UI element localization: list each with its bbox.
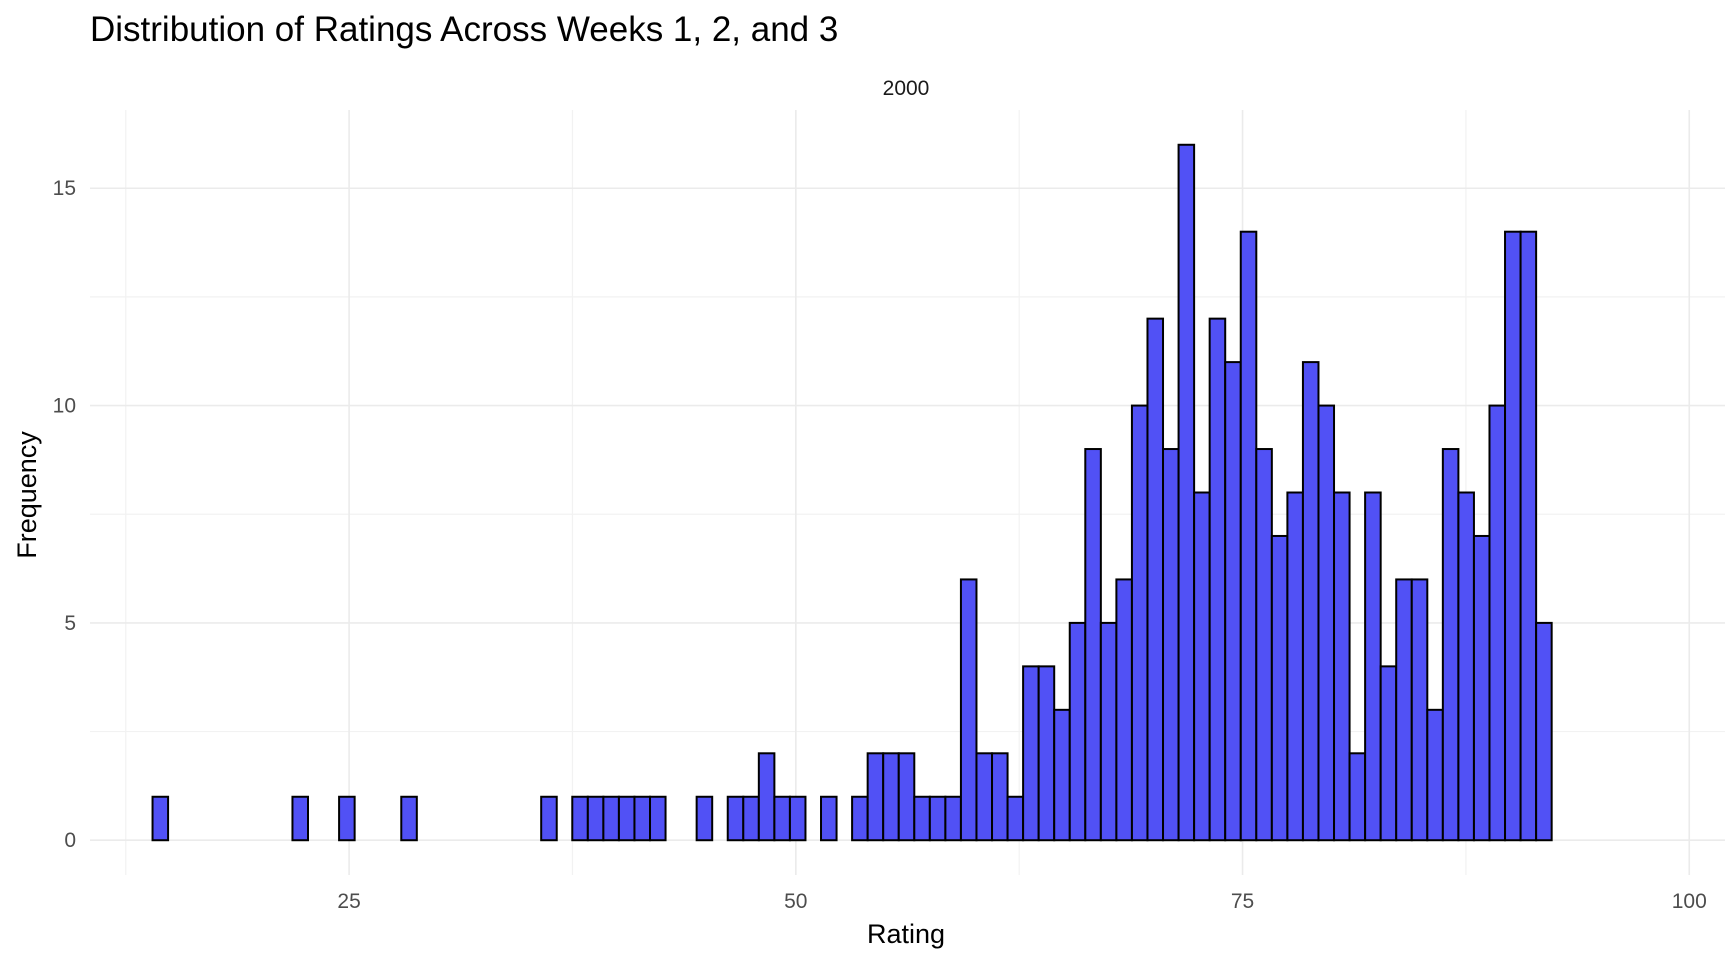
histogram-bar <box>1130 404 1149 842</box>
histogram-bar <box>788 795 807 842</box>
histogram-bar <box>897 752 916 842</box>
histogram-bar <box>1270 534 1289 842</box>
histogram-bar <box>1146 317 1165 842</box>
histogram-bar <box>1177 143 1196 842</box>
facet-strip-label: 2000 <box>883 77 930 100</box>
y-axis-label: Frequency <box>12 431 42 559</box>
histogram-bar <box>540 795 558 842</box>
histogram-bar <box>400 795 418 842</box>
histogram-bar <box>571 795 589 842</box>
histogram-bar <box>1333 491 1351 842</box>
y-tick-label: 5 <box>64 612 76 635</box>
histogram-bar <box>1348 752 1367 842</box>
x-tick-label: 100 <box>1672 890 1707 913</box>
histogram-bar <box>1255 448 1273 842</box>
histogram-bar <box>1379 665 1398 842</box>
histogram-bar <box>1115 578 1133 842</box>
histogram-bar <box>1068 621 1087 842</box>
histogram-bar <box>1224 361 1242 842</box>
histogram-bar <box>944 795 962 842</box>
histogram-bar <box>1410 578 1429 842</box>
y-axis-ticks: 0 5 10 15 <box>53 177 76 852</box>
histogram-bar <box>1301 361 1320 842</box>
histogram-bar <box>1426 708 1444 842</box>
histogram-bar <box>742 795 760 842</box>
histogram-bar <box>1084 448 1102 842</box>
y-tick-label: 10 <box>53 395 76 418</box>
histogram-bar <box>1488 404 1507 842</box>
histogram-bar <box>1364 491 1382 842</box>
histogram-bar <box>866 752 885 842</box>
histogram-bar <box>1519 230 1538 842</box>
histogram-bar <box>1504 230 1522 842</box>
histogram-bar <box>757 752 776 842</box>
bars <box>151 143 1553 842</box>
histogram-bar <box>1317 404 1336 842</box>
histogram-bar <box>1535 621 1553 842</box>
histogram-bar <box>773 795 791 842</box>
histogram-bar <box>1053 708 1071 842</box>
histogram-bar <box>633 795 652 842</box>
y-tick-label: 15 <box>53 177 76 200</box>
histogram-bar <box>928 795 947 842</box>
x-axis-ticks: 25 50 75 100 <box>337 890 1706 913</box>
histogram-bar <box>1286 491 1304 842</box>
histogram-bar <box>851 795 869 842</box>
histogram-bar <box>1037 665 1056 842</box>
histogram-bar <box>1193 491 1211 842</box>
histogram-bar <box>1441 448 1460 842</box>
x-axis-label: Rating <box>867 919 945 949</box>
x-tick-label: 75 <box>1231 890 1254 913</box>
histogram-bar <box>991 752 1009 842</box>
histogram-bar <box>602 795 620 842</box>
histogram-bar <box>1395 578 1413 842</box>
x-tick-label: 25 <box>337 890 360 913</box>
histogram-bar <box>1208 317 1227 842</box>
histogram-bar <box>1006 795 1025 842</box>
histogram-bar <box>1472 534 1491 842</box>
histogram-bar <box>1022 665 1040 842</box>
histogram-bar <box>913 795 931 842</box>
histogram-bar <box>151 795 170 842</box>
histogram-bar <box>975 752 994 842</box>
histogram-bar <box>617 795 636 842</box>
histogram-bar <box>586 795 605 842</box>
histogram-bar <box>820 795 838 842</box>
histogram-bar <box>1457 491 1475 842</box>
histogram-bar <box>1162 448 1180 842</box>
histogram-bar <box>338 795 356 842</box>
histogram-bar <box>1239 230 1258 842</box>
x-tick-label: 50 <box>784 890 807 913</box>
histogram-bar <box>695 795 714 842</box>
chart-title: Distribution of Ratings Across Weeks 1, … <box>90 10 838 49</box>
histogram-bar <box>882 752 900 842</box>
histogram-bar <box>649 795 667 842</box>
histogram-bar <box>726 795 745 842</box>
histogram-bar <box>1099 621 1118 842</box>
y-tick-label: 0 <box>64 829 76 852</box>
histogram-bar <box>291 795 310 842</box>
histogram-bar <box>959 578 978 842</box>
